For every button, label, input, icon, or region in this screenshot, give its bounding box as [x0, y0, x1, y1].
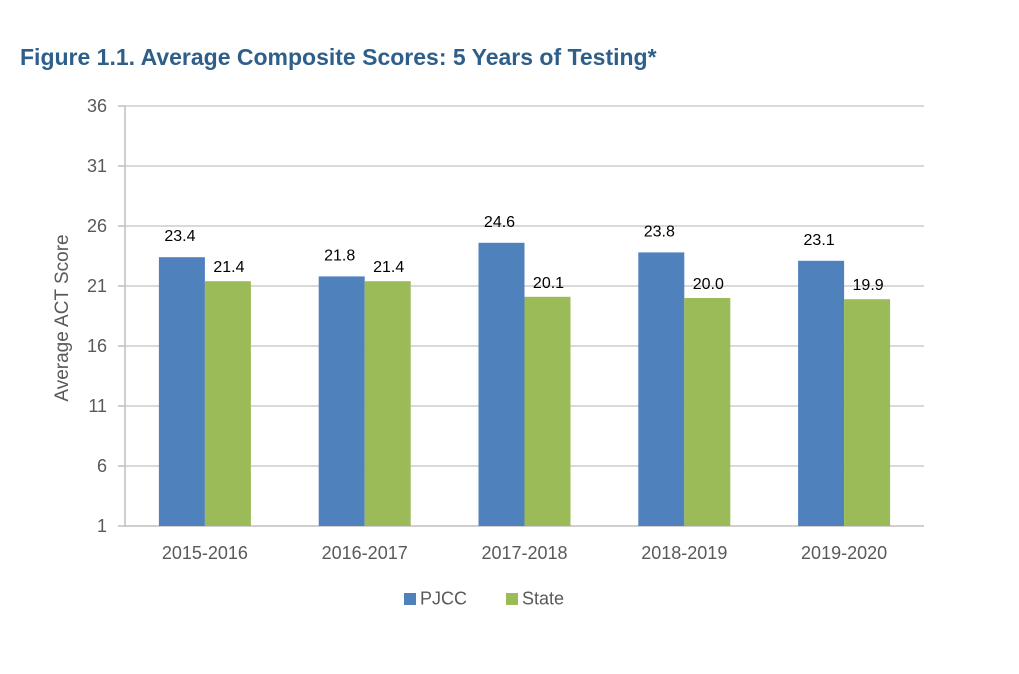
- legend-label-pjcc: PJCC: [420, 589, 467, 609]
- bar-state-2015-2016: [204, 281, 251, 526]
- bar-pjcc-2017-2018: [478, 242, 525, 527]
- bars: [158, 242, 891, 527]
- data-label: 20.0: [693, 276, 724, 293]
- bar-state-2016-2017: [364, 281, 411, 526]
- bar-pjcc-2015-2016: [158, 257, 205, 526]
- y-tick-label: 11: [88, 396, 107, 416]
- chart-title: Figure 1.1. Average Composite Scores: 5 …: [20, 44, 657, 70]
- bar-pjcc-2016-2017: [318, 276, 365, 526]
- x-tick-label: 2018-2019: [641, 543, 727, 563]
- data-label: 23.4: [164, 228, 195, 245]
- data-label: 21.4: [373, 259, 404, 276]
- bar-state-2019-2020: [844, 299, 891, 526]
- y-axis-title: Average ACT Score: [52, 234, 73, 401]
- y-tick-label: 21: [87, 276, 107, 296]
- x-tick-label: 2017-2018: [481, 543, 567, 563]
- bar-state-2018-2019: [684, 298, 731, 526]
- data-label: 19.9: [853, 277, 884, 294]
- x-tick-label: 2019-2020: [801, 543, 887, 563]
- bar-pjcc-2019-2020: [798, 260, 845, 526]
- legend-swatch-pjcc: [404, 593, 416, 605]
- y-tick-label: 16: [87, 336, 107, 356]
- y-tick-label: 26: [87, 216, 107, 236]
- data-label: 23.8: [644, 223, 675, 240]
- y-tick-label: 1: [97, 516, 107, 536]
- y-tick-label: 31: [87, 156, 107, 176]
- bar-pjcc-2018-2019: [638, 252, 685, 526]
- data-labels: 23.4 21.4 21.8 21.4 24.6 20.1 23.8 20.0 23.1 19.9: [164, 214, 883, 294]
- data-label: 20.1: [533, 275, 564, 292]
- legend-swatch-state: [506, 593, 518, 605]
- bar-state-2017-2018: [524, 296, 571, 526]
- data-label: 21.4: [213, 259, 244, 276]
- data-label: 23.1: [804, 232, 835, 249]
- legend: PJCC State: [404, 589, 564, 609]
- data-label: 24.6: [484, 214, 515, 231]
- x-tick-label: 2015-2016: [162, 543, 248, 563]
- data-label: 21.8: [324, 247, 355, 264]
- y-tick-label: 6: [97, 456, 107, 476]
- legend-label-state: State: [522, 589, 564, 609]
- y-tick-label: 36: [87, 96, 107, 116]
- x-tick-label: 2016-2017: [322, 543, 408, 563]
